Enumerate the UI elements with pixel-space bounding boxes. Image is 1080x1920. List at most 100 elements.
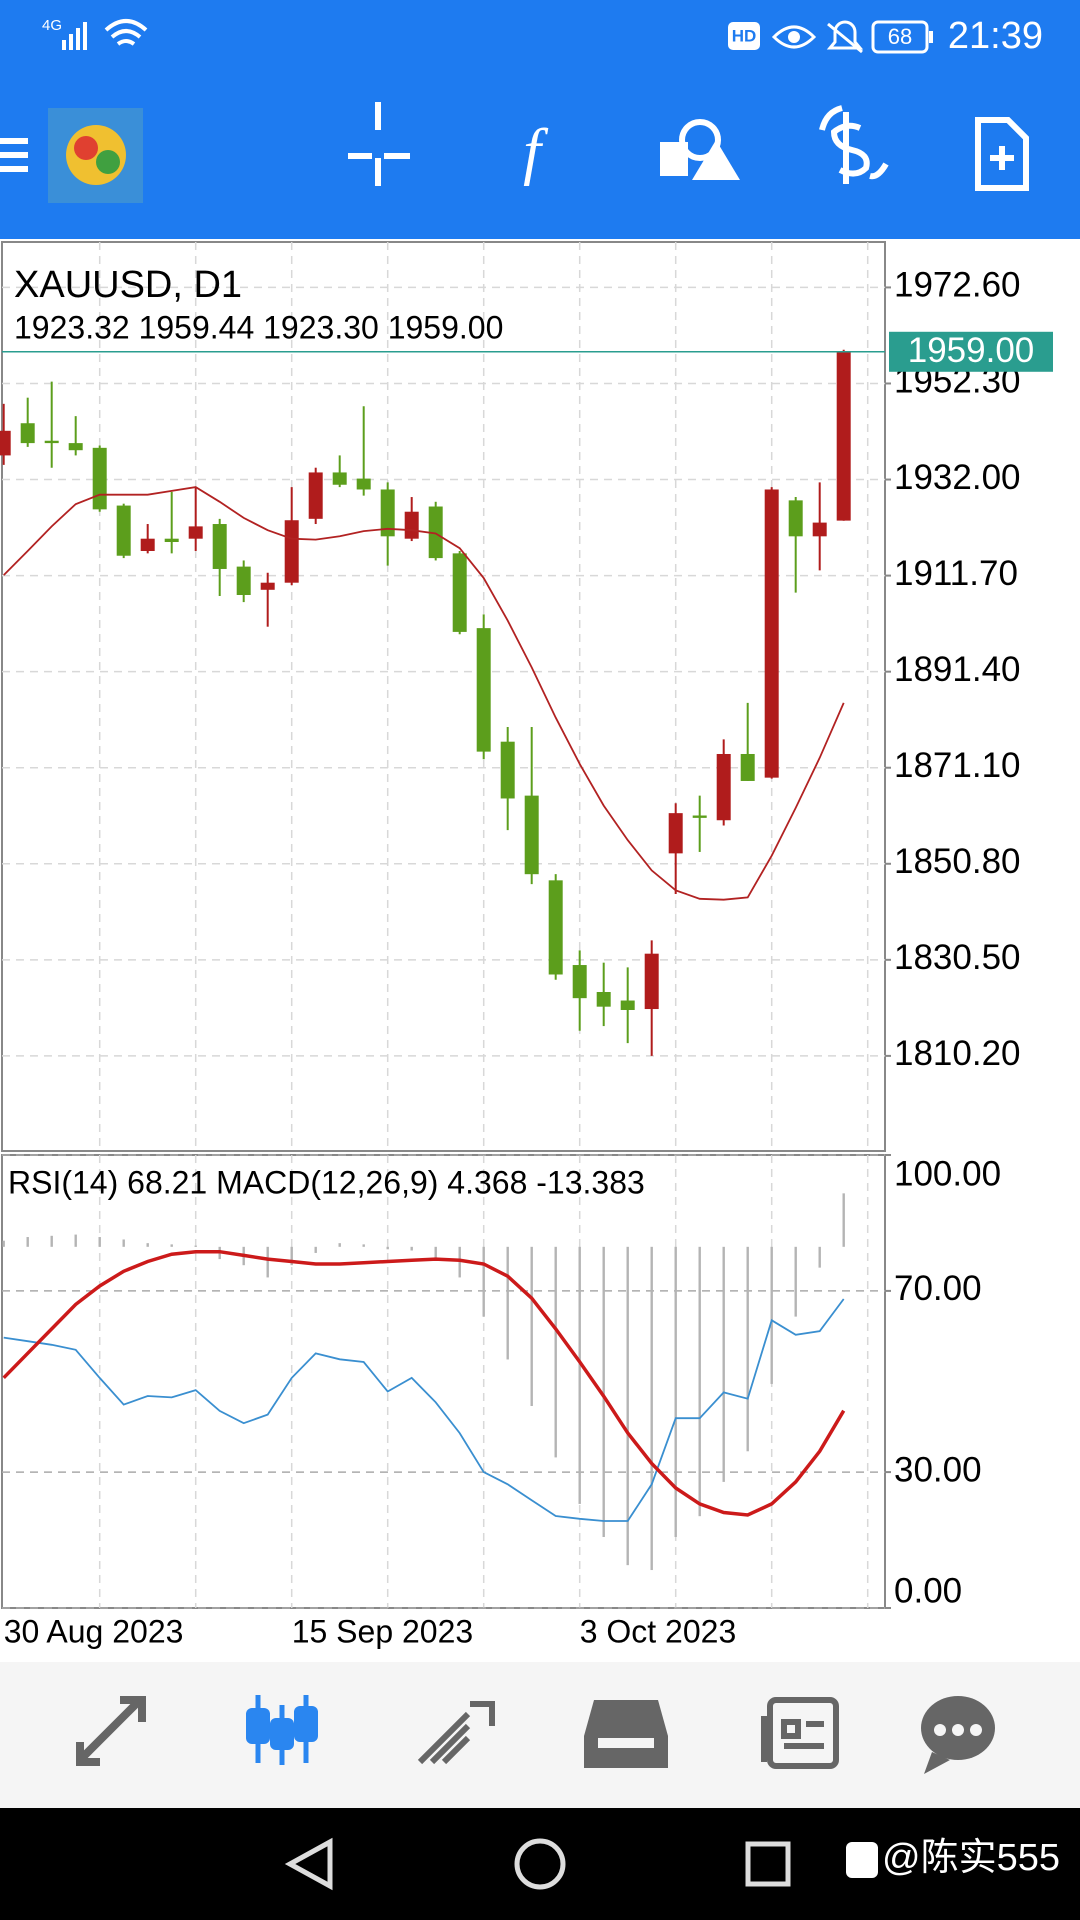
signal-bar	[83, 22, 87, 50]
app-logo[interactable]	[48, 108, 143, 203]
menu-button-part[interactable]	[0, 166, 28, 172]
candle-body	[620, 1000, 635, 1010]
candle-body	[356, 478, 371, 490]
y-tick-label: 1932.00	[894, 458, 1021, 497]
chat-tab-part[interactable]	[934, 1724, 946, 1736]
new-order-button-part[interactable]	[990, 146, 1014, 170]
candle-body	[260, 582, 275, 590]
history-tab-part[interactable]	[584, 1700, 668, 1768]
objects-button-part[interactable]	[679, 119, 721, 161]
candle-body	[572, 965, 587, 999]
objects-button[interactable]	[660, 119, 740, 180]
moving-average	[3, 486, 845, 901]
bottom-nav	[0, 1662, 1080, 1808]
trade-button-part[interactable]	[830, 112, 870, 184]
y-tick-label: 100.00	[894, 1154, 1001, 1193]
battery-icon	[871, 20, 929, 54]
candle-body	[452, 553, 467, 632]
candle-body	[68, 443, 83, 451]
chat-tab-part[interactable]	[952, 1724, 964, 1736]
trade-button[interactable]	[819, 105, 889, 184]
mute-icon	[826, 20, 864, 54]
macd-bar	[458, 1246, 461, 1278]
new-order-button-part[interactable]	[975, 117, 1029, 191]
menu-button[interactable]	[0, 138, 28, 172]
status-bar: 4G HD 68 21:39	[42, 15, 1043, 57]
x-tick-label: 15 Sep 2023	[292, 1613, 474, 1649]
macd-bar	[266, 1246, 269, 1278]
home-button[interactable]	[514, 1838, 566, 1890]
price-panel	[1, 241, 886, 1152]
menu-button-part[interactable]	[0, 152, 28, 158]
macd-bar	[794, 1246, 797, 1317]
indicator-title: RSI(14) 68.21 MACD(12,26,9) 4.368 -13.38…	[8, 1164, 645, 1200]
candle-body	[92, 447, 107, 510]
news-tab-part[interactable]	[761, 1716, 824, 1762]
crosshair-button-part[interactable]	[348, 102, 410, 186]
candle-body	[212, 524, 227, 569]
chat-tab[interactable]	[921, 1696, 995, 1774]
objects-button-part[interactable]	[692, 140, 740, 180]
x-tick-label: 3 Oct 2023	[580, 1613, 737, 1649]
candle-body	[188, 526, 203, 539]
candle-body	[428, 506, 443, 559]
macd-bar	[506, 1246, 509, 1360]
menu-button-part[interactable]	[0, 138, 28, 144]
y-tick-label: 1911.70	[894, 554, 1018, 593]
chat-tab-part[interactable]	[924, 1752, 950, 1774]
macd-bar	[674, 1246, 677, 1537]
candle-body	[668, 813, 683, 854]
quotes-tab[interactable]	[76, 1696, 146, 1766]
trade-tab-part[interactable]	[417, 1701, 495, 1765]
candle-body	[332, 472, 347, 485]
app-logo-part[interactable]	[74, 136, 98, 160]
trade-button-part[interactable]	[819, 105, 889, 180]
watermark: @陈实555	[882, 1837, 1060, 1879]
indicator-panel	[1, 1154, 886, 1609]
macd-bar	[554, 1246, 557, 1458]
chart-tab-part[interactable]	[294, 1706, 318, 1742]
macd-bar	[434, 1246, 437, 1260]
macd-bar	[842, 1193, 845, 1247]
rsi-line	[3, 1298, 845, 1522]
clock: 21:39	[948, 15, 1043, 57]
network-label: 4G	[42, 17, 62, 34]
y-tick-label: 30.00	[894, 1450, 982, 1489]
macd-bar	[482, 1246, 485, 1317]
back-button[interactable]	[284, 1837, 333, 1891]
macd-bar	[26, 1237, 29, 1247]
chart-tab[interactable]	[246, 1695, 318, 1765]
y-tick-label: 0.00	[894, 1571, 962, 1610]
history-tab-part[interactable]	[598, 1738, 654, 1748]
macd-bar	[338, 1243, 341, 1247]
recents-button[interactable]	[745, 1841, 791, 1887]
candle-body	[596, 992, 611, 1007]
y-tick-label: 1810.20	[894, 1034, 1021, 1073]
candle-body	[236, 566, 251, 596]
new-order-button[interactable]	[975, 117, 1029, 191]
crosshair-button[interactable]	[348, 102, 410, 186]
quotes-tab-part[interactable]	[76, 1696, 146, 1766]
news-tab-part[interactable]	[767, 1697, 839, 1769]
chart-tab-part[interactable]	[270, 1718, 294, 1750]
news-tab[interactable]	[761, 1697, 839, 1769]
macd-bar	[530, 1246, 533, 1406]
candle-body	[140, 538, 155, 551]
system-nav	[0, 1808, 1080, 1920]
history-tab[interactable]	[584, 1700, 668, 1768]
trade-tab[interactable]	[417, 1701, 495, 1765]
app-logo-part[interactable]	[96, 150, 120, 174]
y-tick-label: 1830.50	[894, 938, 1021, 977]
x-tick-label: 30 Aug 2023	[4, 1613, 184, 1649]
macd-bar	[770, 1246, 773, 1384]
macd-bar	[410, 1246, 413, 1251]
candle-body	[0, 430, 11, 456]
chart-tab-part[interactable]	[246, 1708, 270, 1744]
last-price-tag	[889, 331, 1053, 372]
macd-bar	[722, 1246, 725, 1482]
chat-tab-part[interactable]	[970, 1724, 982, 1736]
y-tick-label: 1891.40	[894, 650, 1021, 689]
battery-tip	[929, 31, 933, 43]
